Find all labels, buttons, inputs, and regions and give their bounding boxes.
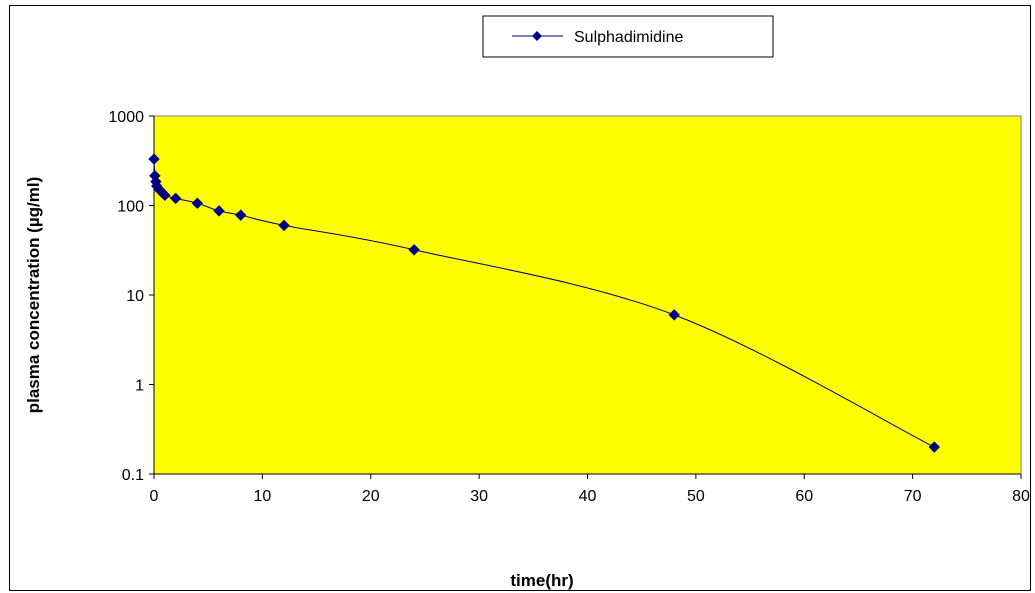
data-point [668, 309, 680, 321]
y-tick-label: 100 [117, 199, 144, 216]
legend: Sulphadimidine [482, 15, 774, 58]
y-tick-label: 1 [135, 378, 144, 395]
data-point [169, 192, 182, 205]
y-axis-title: plasma concentration (µg/ml) [24, 177, 43, 414]
chart-frame: 0 10 20 30 40 50 60 70 80 0.1 1 10 100 1000 time(hr)… [9, 5, 1031, 591]
data-point [928, 441, 941, 453]
x-tick-label: 40 [579, 488, 597, 505]
x-axis: 0 10 20 30 40 50 60 70 80 [150, 473, 1030, 505]
y-tick-label: 10 [126, 288, 144, 305]
x-tick-label: 20 [362, 488, 380, 505]
data-point [148, 153, 160, 165]
plot-area [153, 115, 1022, 475]
y-tick-label: 0.1 [122, 467, 144, 484]
data-point [191, 197, 204, 209]
y-axis: 0.1 1 10 100 1000 [108, 109, 155, 484]
x-tick-label: 70 [904, 488, 922, 505]
x-tick-label: 60 [795, 488, 813, 505]
x-tick-label: 0 [150, 488, 159, 505]
x-tick-label: 50 [687, 488, 705, 505]
x-axis-title: time(hr) [510, 571, 573, 590]
data-point [234, 209, 247, 221]
data-point [408, 244, 420, 256]
x-tick-label: 30 [470, 488, 488, 505]
data-point [159, 189, 171, 202]
data-point [278, 219, 290, 232]
x-tick-label: 80 [1012, 488, 1030, 505]
legend-label: Sulphadimidine [574, 29, 684, 46]
chart: 0 10 20 30 40 50 60 70 80 0.1 1 10 100 1000 time(hr)… [24, 15, 1030, 590]
x-tick-label: 10 [253, 488, 271, 505]
series-layer [148, 153, 941, 453]
legend-marker-icon [532, 31, 542, 41]
y-tick-label: 1000 [108, 109, 144, 126]
data-point [213, 205, 225, 217]
